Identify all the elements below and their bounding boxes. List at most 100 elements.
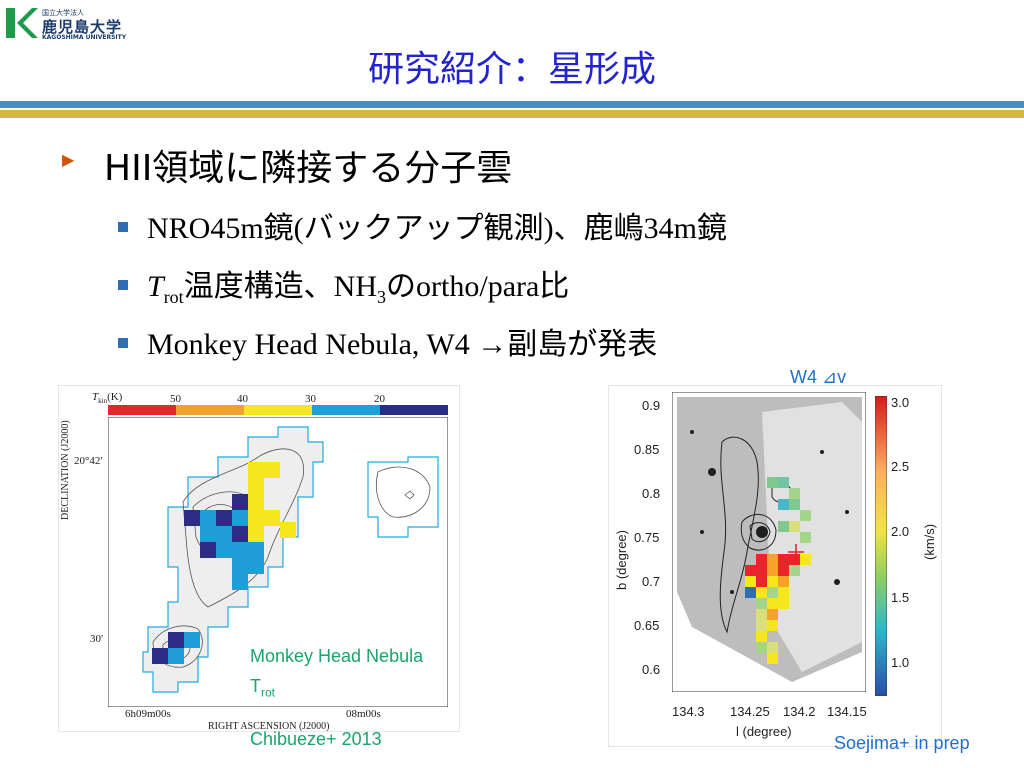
temp-pixel bbox=[216, 526, 232, 542]
velocity-pixel bbox=[778, 576, 789, 587]
b-tick: 0.8 bbox=[642, 486, 661, 501]
b-tick: 0.75 bbox=[634, 530, 660, 545]
temp-pixel bbox=[248, 462, 264, 478]
temp-pixel bbox=[200, 510, 216, 526]
colorbar-sub: kin bbox=[98, 397, 108, 406]
velocity-pixel bbox=[767, 477, 778, 488]
temp-pixel bbox=[232, 574, 248, 590]
square-bullet-icon bbox=[118, 280, 128, 290]
bullet-item-3: Monkey Head Nebula, W4 →副島が発表 bbox=[147, 328, 658, 361]
velocity-pixel bbox=[800, 554, 811, 565]
velocity-pixel bbox=[756, 631, 767, 642]
velocity-pixel bbox=[778, 554, 789, 565]
velocity-pixel bbox=[745, 576, 756, 587]
temp-pixel bbox=[200, 526, 216, 542]
l-tick: 134.3 bbox=[672, 704, 705, 719]
b-tick: 0.9 bbox=[642, 398, 661, 413]
velocity-pixel bbox=[789, 521, 800, 532]
velocity-pixel bbox=[789, 554, 800, 565]
colorbar-segment bbox=[312, 405, 380, 415]
velocity-pixel bbox=[767, 598, 778, 609]
contour bbox=[740, 514, 777, 551]
bullet-item-2: Trot温度構造、NH3のortho/para比 bbox=[147, 261, 569, 308]
star bbox=[730, 590, 734, 594]
temp-pixel bbox=[232, 558, 248, 574]
contour bbox=[182, 448, 305, 608]
velocity-map bbox=[672, 392, 866, 692]
temp-pixel bbox=[248, 558, 264, 574]
l-tick: 134.25 bbox=[730, 704, 770, 719]
star bbox=[845, 510, 849, 514]
contour bbox=[749, 522, 771, 543]
logo-name-jp: 鹿児島大学 bbox=[42, 18, 123, 36]
velocity-pixel bbox=[800, 532, 811, 543]
colorbar-label: Tkin(K) bbox=[92, 391, 122, 405]
b-tick: 0.6 bbox=[642, 662, 661, 677]
b-tick: 0.65 bbox=[634, 618, 660, 633]
velocity-pixel bbox=[767, 609, 778, 620]
position-cross-icon bbox=[788, 544, 804, 560]
temp-pixel bbox=[200, 542, 216, 558]
colorbar-segment bbox=[108, 405, 176, 415]
star bbox=[834, 579, 840, 585]
temp-pixel bbox=[232, 526, 248, 542]
cbar-unit: (km/s) bbox=[922, 523, 937, 560]
velocity-pixel bbox=[756, 609, 767, 620]
left-ylabel: DECLINATION (J2000) bbox=[60, 420, 71, 520]
colorbar-unit: (K) bbox=[107, 391, 123, 403]
velocity-pixel bbox=[778, 565, 789, 576]
temp-pixel bbox=[248, 494, 264, 510]
colorbar-tick: 30 bbox=[305, 393, 316, 405]
credit: Soejima+ in prep bbox=[834, 733, 970, 753]
temp-pixel bbox=[216, 510, 232, 526]
square-bullet-icon bbox=[118, 338, 128, 348]
velocity-pixel bbox=[756, 620, 767, 631]
temp-pixel bbox=[264, 462, 280, 478]
velocity-pixel bbox=[767, 554, 778, 565]
star bbox=[708, 468, 716, 476]
velocity-pixel bbox=[767, 620, 778, 631]
velocity-pixel bbox=[745, 587, 756, 598]
cbar-tick: 2.5 bbox=[891, 459, 910, 474]
nh3-subscript: 3 bbox=[377, 287, 387, 307]
temp-pixel bbox=[216, 542, 232, 558]
temp-pixel bbox=[264, 510, 280, 526]
w4-label: W4 ⊿v bbox=[790, 367, 847, 387]
temp-pixel bbox=[168, 648, 184, 664]
cbar-tick: 2.0 bbox=[891, 524, 910, 539]
left-xtick: 6h09m00s bbox=[125, 708, 171, 720]
caption-object: Monkey Head Nebula bbox=[250, 646, 424, 666]
velocity-colorbar bbox=[875, 396, 887, 696]
logo-name-en: KAGOSHIMA UNIVERSITY bbox=[42, 34, 127, 41]
velocity-pixel bbox=[778, 587, 789, 598]
title-rule-blue bbox=[0, 101, 1024, 108]
velocity-pixel bbox=[767, 565, 778, 576]
star bbox=[700, 530, 704, 534]
caption-t: T bbox=[250, 676, 261, 696]
caption-t-sub: rot bbox=[261, 685, 276, 700]
velocity-pixel bbox=[789, 488, 800, 499]
l-tick: 134.15 bbox=[827, 704, 867, 719]
colorbar-t: T bbox=[92, 391, 99, 403]
temperature-map bbox=[108, 417, 448, 707]
square-bullet-icon bbox=[118, 222, 128, 232]
slide-title: 研究紹介：星形成 bbox=[367, 49, 656, 90]
b-axis-label: b (degree) bbox=[614, 530, 629, 590]
t-symbol: T bbox=[147, 270, 164, 303]
left-xlabel: RIGHT ASCENSION (J2000) bbox=[208, 721, 330, 732]
colorbar-tick: 40 bbox=[237, 393, 248, 405]
colorbar-segment bbox=[380, 405, 448, 415]
caption-citation: Chibueze+ 2013 bbox=[250, 729, 382, 749]
cbar-tick: 1.5 bbox=[891, 590, 910, 605]
bullet-heading: HII領域に隣接する分子雲 bbox=[104, 148, 513, 189]
kagoshima-logo-icon bbox=[6, 8, 38, 38]
bullet-item-1: NRO45m鏡(バックアップ観測)、鹿嶋34m鏡 bbox=[147, 212, 727, 245]
b-tick: 0.85 bbox=[634, 442, 660, 457]
cbar-tick: 3.0 bbox=[891, 395, 910, 410]
velocity-pixel bbox=[756, 587, 767, 598]
velocity-pixel bbox=[767, 576, 778, 587]
velocity-pixel bbox=[767, 653, 778, 664]
l-axis-label: l (degree) bbox=[736, 724, 792, 739]
colorbar-segment bbox=[176, 405, 244, 415]
university-logo: 国立大学法人 鹿児島大学 KAGOSHIMA UNIVERSITY bbox=[6, 6, 136, 41]
